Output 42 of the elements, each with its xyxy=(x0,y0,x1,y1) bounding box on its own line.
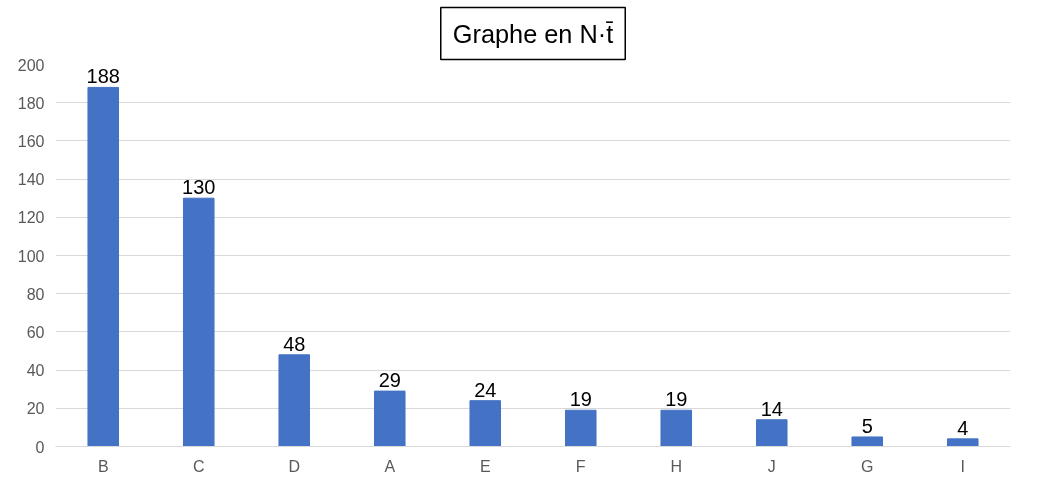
bar xyxy=(851,436,884,447)
y-tick-label: 80 xyxy=(26,285,45,303)
data-label: 19 xyxy=(569,388,592,411)
y-tick-label: 60 xyxy=(26,323,45,341)
x-tick-label: G xyxy=(861,457,874,475)
x-tick-label: H xyxy=(670,457,683,475)
x-tick-label: J xyxy=(767,457,776,475)
x-tick-label: A xyxy=(384,457,396,475)
bar xyxy=(182,197,215,447)
bar xyxy=(564,409,597,447)
bar xyxy=(755,419,788,447)
x-tick-label: F xyxy=(575,457,586,475)
data-label: 24 xyxy=(474,378,497,401)
x-tick-label: D xyxy=(288,457,301,475)
y-tick-label: 160 xyxy=(17,132,45,150)
data-label: 14 xyxy=(760,397,783,420)
bar xyxy=(469,400,502,447)
y-tick-label: 180 xyxy=(17,94,45,112)
y-tick-label: 120 xyxy=(17,209,45,227)
x-tick-label: E xyxy=(479,457,491,475)
bar xyxy=(660,409,693,447)
y-tick-label: 40 xyxy=(26,362,45,380)
x-tick-label: B xyxy=(97,457,109,475)
y-tick-label: 100 xyxy=(17,247,45,265)
data-label: 29 xyxy=(378,369,401,392)
data-label: 48 xyxy=(283,332,306,355)
x-tick-label: I xyxy=(960,457,965,475)
y-tick-label: 20 xyxy=(26,400,45,418)
data-label: 130 xyxy=(182,176,216,199)
y-tick-label: 0 xyxy=(35,438,45,456)
bar xyxy=(278,354,311,447)
chart-title: Graphe en N·t̄ xyxy=(452,19,614,48)
x-tick-label: C xyxy=(192,457,205,475)
data-label: 19 xyxy=(665,388,688,411)
data-label: 5 xyxy=(861,414,873,437)
y-tick-label: 200 xyxy=(17,56,45,74)
data-label: 4 xyxy=(957,416,969,439)
data-label: 188 xyxy=(86,65,120,88)
bar xyxy=(946,438,979,447)
bar xyxy=(373,390,406,447)
y-tick-label: 140 xyxy=(17,171,45,189)
bar xyxy=(87,86,120,447)
